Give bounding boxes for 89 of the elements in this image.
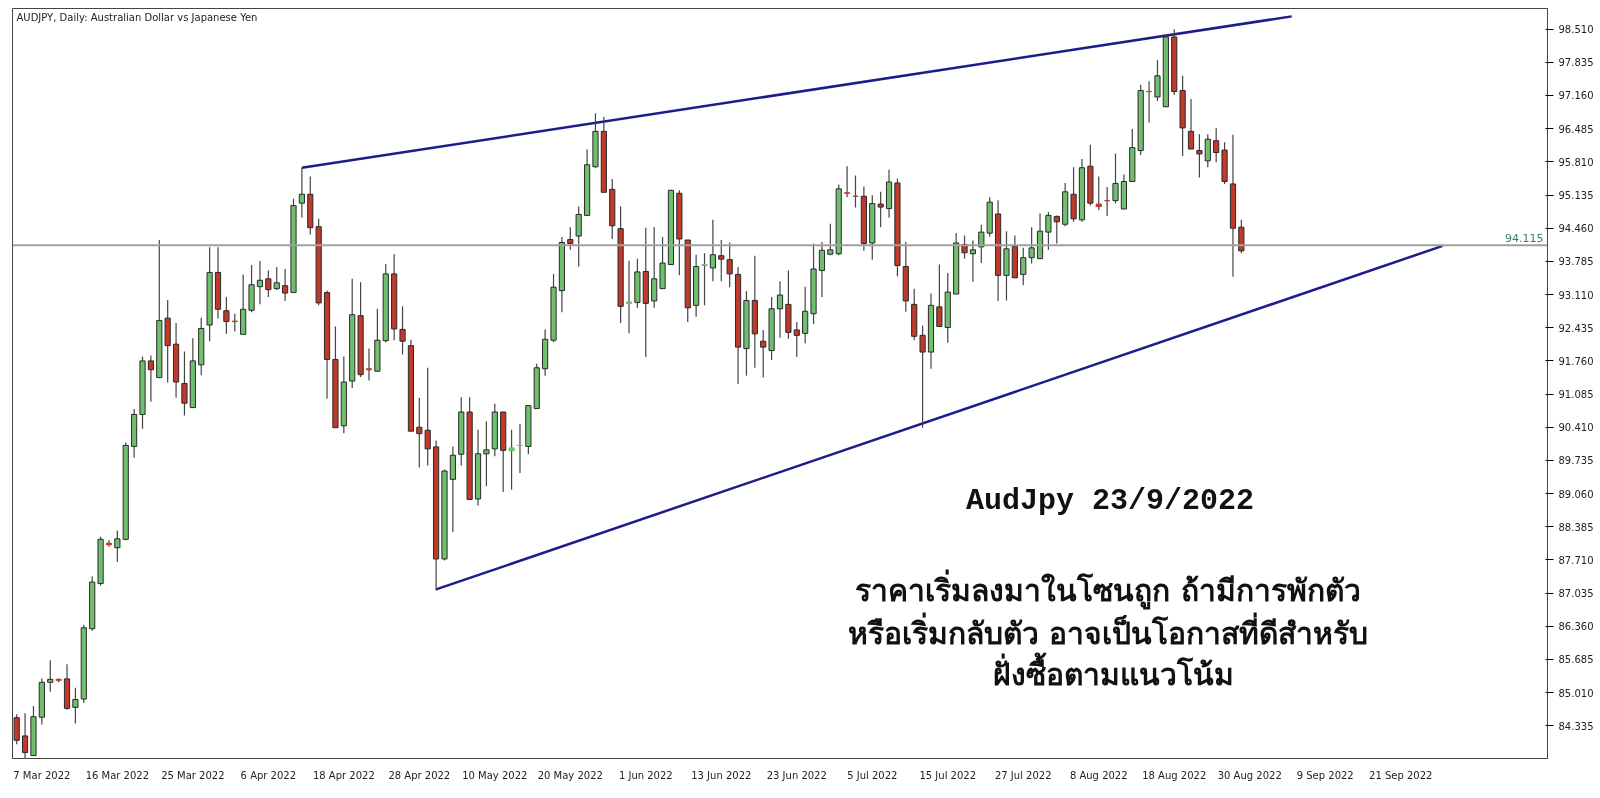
x-tick-label: 28 Apr 2022 [388, 769, 451, 781]
candlestick [718, 239, 725, 282]
x-tick-label: 9 Sep 2022 [1296, 769, 1354, 781]
candlestick [365, 348, 373, 382]
candlestick [298, 167, 305, 218]
candlestick [776, 280, 784, 339]
candlestick [575, 205, 582, 268]
candlestick [72, 687, 79, 725]
candlestick [793, 321, 800, 358]
y-tick-label: 95.135 [1558, 190, 1594, 202]
candlestick [919, 324, 926, 429]
y-tick-label: 89.735 [1558, 455, 1594, 467]
y-tick-label: 90.410 [1558, 422, 1594, 434]
candlestick [1238, 219, 1245, 254]
y-tick-label: 96.485 [1558, 123, 1594, 135]
x-tick-label: 27 Jul 2022 [994, 769, 1052, 781]
candlestick [147, 354, 154, 403]
y-tick-label: 93.110 [1558, 289, 1594, 301]
candlestick [1028, 226, 1035, 265]
y-tick-label: 95.810 [1558, 156, 1594, 168]
x-tick-label: 21 Sep 2022 [1369, 769, 1433, 781]
candlestick [844, 165, 851, 198]
candlestick [508, 429, 515, 491]
candlestick [1204, 133, 1211, 168]
y-tick-label: 87.710 [1558, 554, 1594, 566]
candlestick [651, 226, 658, 309]
x-tick-label: 20 May 2022 [537, 769, 603, 781]
x-tick-label: 16 Mar 2022 [85, 769, 150, 781]
candlestick [1112, 152, 1119, 205]
x-tick-label: 1 Jun 2022 [618, 769, 673, 781]
chart-title: AUDJPY, Daily: Australian Dollar vs Japanese Yen [16, 11, 258, 23]
y-tick-label: 85.685 [1558, 654, 1594, 666]
x-tick-label: 6 Apr 2022 [240, 769, 297, 781]
candlestick [1095, 175, 1102, 211]
candlestick [969, 239, 977, 283]
candlestick [760, 329, 767, 379]
y-tick-label: 86.360 [1558, 621, 1594, 633]
x-tick-label: 18 Aug 2022 [1142, 769, 1207, 781]
y-tick-label: 97.835 [1558, 57, 1594, 69]
candlestick [709, 219, 716, 282]
candlestick [1213, 127, 1220, 163]
candlestick [625, 260, 633, 334]
candlestick [936, 263, 943, 328]
y-tick-label: 97.160 [1558, 90, 1594, 102]
x-tick-label: 13 Jun 2022 [691, 769, 752, 781]
candlestick [181, 350, 188, 417]
y-tick-label: 88.385 [1558, 521, 1594, 533]
x-tick-label: 7 Mar 2022 [13, 769, 71, 781]
annotation: ราคาเริ่มลงมาในโซนถูก ถ้ามีการพักตัว [855, 569, 1361, 610]
candlestick [483, 420, 490, 487]
x-tick-label: 18 Apr 2022 [312, 769, 375, 781]
y-tick-label: 93.785 [1558, 256, 1594, 268]
candlestick [701, 252, 708, 306]
ref-line-label: 94.115 [1505, 232, 1544, 246]
y-tick-label: 92.435 [1558, 322, 1594, 334]
x-tick-label: 23 Jun 2022 [766, 769, 827, 781]
y-tick-label: 94.460 [1558, 223, 1594, 235]
y-tick-label: 85.010 [1558, 687, 1594, 699]
x-tick-label: 15 Jul 2022 [919, 769, 977, 781]
candlestick [802, 286, 809, 344]
candlestick [818, 241, 826, 298]
x-tick-label: 10 May 2022 [462, 769, 528, 781]
y-tick-label: 91.760 [1558, 355, 1594, 367]
candlestick [47, 659, 54, 693]
annotation: ฝั่งซื้อตามแนวโน้ม [992, 652, 1234, 692]
candlestick [1053, 214, 1060, 245]
candlestick [223, 296, 230, 335]
annotation: หรือเริ่มกลับตัว อาจเป็นโอกาสที่ดีสำหรับ [847, 611, 1369, 651]
x-tick-label: 5 Jul 2022 [847, 769, 898, 781]
candlestick [256, 260, 264, 305]
annotation: AudJpy 23/9/2022 [966, 484, 1255, 519]
y-tick-label: 91.085 [1558, 389, 1594, 401]
y-tick-label: 98.510 [1558, 24, 1594, 36]
y-tick-label: 87.035 [1558, 588, 1594, 600]
candlestick [726, 241, 733, 288]
y-tick-label: 89.060 [1558, 488, 1594, 500]
y-tick-label: 84.335 [1558, 720, 1594, 732]
candlestick [1187, 98, 1195, 150]
candlestick [282, 268, 289, 302]
candlestick [399, 305, 406, 356]
candlestick [1020, 247, 1027, 286]
candlestick [114, 529, 121, 563]
x-tick-label: 30 Aug 2022 [1217, 769, 1282, 781]
x-tick-label: 8 Aug 2022 [1069, 769, 1128, 781]
candlestick [1154, 59, 1161, 102]
candlestick [1045, 211, 1052, 251]
x-tick-label: 25 Mar 2022 [161, 769, 225, 781]
candlestick [1196, 133, 1203, 179]
candlestick [567, 226, 574, 251]
